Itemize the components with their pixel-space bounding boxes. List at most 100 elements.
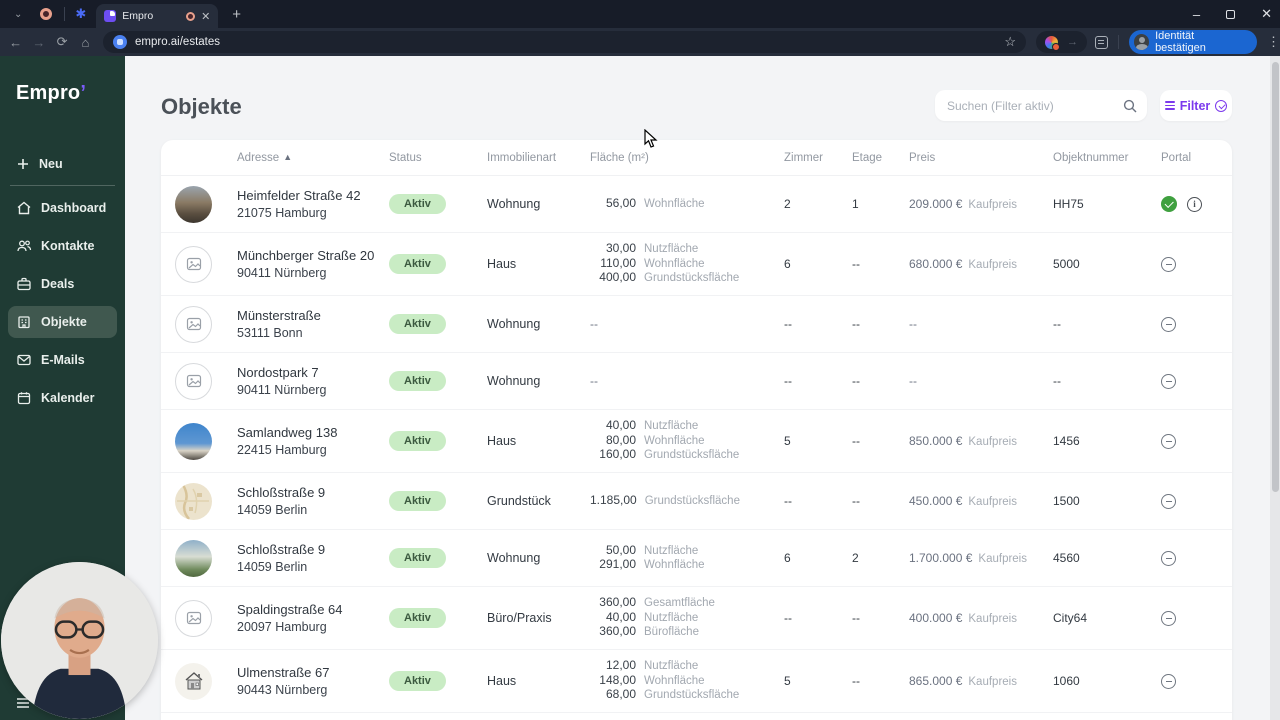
sidebar-item-kontakte[interactable]: Kontakte xyxy=(8,230,117,262)
property-thumbnail[interactable] xyxy=(175,422,212,460)
window-close-button[interactable]: ✕ xyxy=(1261,6,1272,21)
table-row[interactable]: Schloßstraße 9 14059 Berlin Aktiv Grunds… xyxy=(161,473,1232,530)
property-thumbnail[interactable] xyxy=(175,245,212,283)
table-row[interactable]: Heimfelder Straße 42 21075 Hamburg Aktiv… xyxy=(161,176,1232,233)
rooms-value: -- xyxy=(784,317,792,331)
extensions-pill: → xyxy=(1035,31,1087,53)
portal-cell: i xyxy=(1161,196,1232,212)
recorder-extension-icon[interactable] xyxy=(1044,35,1060,51)
column-header-immobilienart[interactable]: Immobilienart xyxy=(487,151,557,164)
property-thumbnail[interactable] xyxy=(175,662,212,700)
floor-value: -- xyxy=(852,434,860,448)
recording-indicator-icon[interactable] xyxy=(40,8,53,20)
browser-menu-icon[interactable]: ⋮ xyxy=(1266,34,1280,49)
column-header-portal[interactable]: Portal xyxy=(1161,151,1192,164)
area-line: 40,00 Nutzfläche xyxy=(590,419,784,434)
sidebar-item-deals[interactable]: Deals xyxy=(8,268,117,300)
property-type: Haus xyxy=(487,434,517,448)
address-city: 53111 Bonn xyxy=(237,326,303,340)
browser-tab-empro[interactable]: Empro ✕ xyxy=(96,4,219,28)
reload-button[interactable]: ⟳ xyxy=(56,34,68,49)
main-content: Objekte Filter Adresse▲ Status Immobiliena… xyxy=(125,56,1270,720)
column-header-etage[interactable]: Etage xyxy=(852,151,883,164)
price-type-label: Kaufpreis xyxy=(968,436,1017,448)
area-line: 56,00 Wohnfläche xyxy=(590,196,784,212)
page-scrollbar[interactable] xyxy=(1270,56,1280,720)
new-button[interactable]: Neu xyxy=(16,157,125,171)
pinned-extension-icon[interactable]: ✱ xyxy=(75,6,87,21)
back-button[interactable]: ← xyxy=(9,34,23,50)
address-city: 22415 Hamburg xyxy=(237,443,327,457)
object-number: 1060 xyxy=(1053,674,1080,688)
address-cell: Münchberger Straße 20 90411 Nürnberg xyxy=(237,248,389,280)
portal-inactive-icon xyxy=(1161,256,1176,272)
property-thumbnail[interactable] xyxy=(175,185,212,223)
new-tab-button[interactable]: + xyxy=(232,5,242,23)
address-street: Schloßstraße 9 xyxy=(237,542,326,557)
property-thumbnail[interactable] xyxy=(175,362,212,400)
search-input[interactable] xyxy=(947,98,1123,113)
column-header-status[interactable]: Status xyxy=(389,151,422,164)
tab-search-chevron-icon[interactable]: ⌄ xyxy=(14,8,23,20)
app-logo: Empro’ xyxy=(16,82,87,104)
filter-active-check-icon xyxy=(1215,99,1228,112)
column-header-adresse[interactable]: Adresse ▲ xyxy=(237,151,293,164)
area-value: 68,00 xyxy=(605,687,636,702)
property-thumbnail[interactable] xyxy=(175,482,212,520)
price-type-label: Kaufpreis xyxy=(968,259,1017,271)
bookmark-star-icon[interactable]: ☆ xyxy=(1004,34,1016,49)
sidebar-item-e-mails[interactable]: E-Mails xyxy=(8,344,117,376)
portal-inactive-icon xyxy=(1161,673,1176,689)
area-cell: -- xyxy=(590,315,784,333)
identity-confirm-button[interactable]: Identität bestätigen xyxy=(1128,30,1257,54)
window-maximize-button[interactable] xyxy=(1226,9,1236,19)
area-line: 360,00 Bürofläche xyxy=(590,625,784,640)
status-badge: Aktiv xyxy=(389,491,446,511)
mouse-cursor xyxy=(644,129,658,148)
property-thumbnail[interactable] xyxy=(175,539,212,577)
portal-info-icon[interactable]: i xyxy=(1187,196,1202,212)
area-label: Nutzfläche xyxy=(644,544,699,557)
address-street: Münchberger Straße 20 xyxy=(237,248,375,263)
scrollbar-thumb[interactable] xyxy=(1271,62,1279,492)
table-row[interactable]: Münchberger Straße 20 90411 Nürnberg Akt… xyxy=(161,233,1232,296)
table-row[interactable]: Münsterstraße 53111 Bonn Aktiv Wohnung -… xyxy=(161,296,1232,353)
address-bar[interactable]: empro.ai/estates ☆ xyxy=(103,31,1026,53)
area-cell: 1.185,00 Grundstücksfläche xyxy=(590,493,784,509)
property-thumbnail[interactable] xyxy=(175,305,212,343)
forward-button[interactable]: → xyxy=(32,34,46,50)
table-row[interactable]: Ulmenstraße 67 90443 Nürnberg Aktiv Haus… xyxy=(161,650,1232,713)
table-row[interactable]: Samlandweg 138 22415 Hamburg Aktiv Haus … xyxy=(161,410,1232,473)
address-street: Nordostpark 7 xyxy=(237,365,319,380)
sidebar-item-dashboard[interactable]: Dashboard xyxy=(8,192,117,224)
column-header-objektnummer[interactable]: Objektnummer xyxy=(1053,151,1129,164)
home-button[interactable]: ⌂ xyxy=(81,34,90,50)
filter-button[interactable]: Filter xyxy=(1160,90,1232,121)
extensions-icon[interactable] xyxy=(1094,35,1108,49)
property-thumbnail[interactable] xyxy=(175,599,212,637)
price-amount: 400.000 € xyxy=(909,611,963,625)
object-number: HH75 xyxy=(1053,197,1084,211)
area-cell: -- xyxy=(590,372,784,390)
presenter-person xyxy=(1,562,158,719)
price-amount: -- xyxy=(909,317,917,331)
price-cell: -- xyxy=(909,315,1053,333)
window-minimize-button[interactable]: – xyxy=(1192,6,1201,22)
table-row[interactable]: Schloßstraße 9 14059 Berlin Aktiv Wohnun… xyxy=(161,530,1232,587)
portal-inactive-icon xyxy=(1161,316,1176,332)
area-value: 291,00 xyxy=(599,557,636,571)
sidebar-item-kalender[interactable]: Kalender xyxy=(8,382,117,414)
status-badge: Aktiv xyxy=(389,671,446,691)
address-cell: Schloßstraße 9 14059 Berlin xyxy=(237,485,389,517)
rooms-value: -- xyxy=(784,374,792,388)
table-row[interactable]: Nordostpark 7 90411 Nürnberg Aktiv Wohnu… xyxy=(161,353,1232,410)
sidebar-item-objekte[interactable]: Objekte xyxy=(8,306,117,338)
tab-recording-icon xyxy=(186,11,196,21)
disabled-extension-icon[interactable]: → xyxy=(1066,36,1078,48)
table-row[interactable]: Spaldingstraße 64 20097 Hamburg Aktiv Bü… xyxy=(161,587,1232,650)
column-header-fl-che-m-[interactable]: Fläche (m²) xyxy=(590,151,649,164)
column-header-zimmer[interactable]: Zimmer xyxy=(784,151,823,164)
tab-close-icon[interactable]: ✕ xyxy=(201,10,211,23)
area-value: 50,00 xyxy=(605,542,636,557)
column-header-preis[interactable]: Preis xyxy=(909,151,936,164)
